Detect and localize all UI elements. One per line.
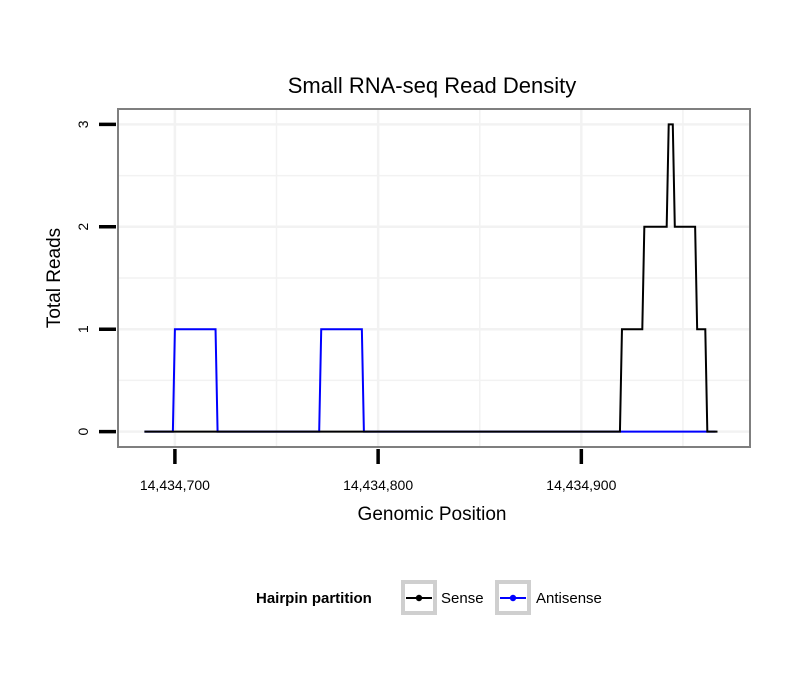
legend-label-antisense: Antisense <box>536 590 602 607</box>
x-axis: 14,434,700 14,434,800 14,434,900 <box>140 449 617 493</box>
x-axis-label: Genomic Position <box>358 504 507 525</box>
legend: Hairpin partition Sense Antisense <box>256 580 602 615</box>
legend-label-sense: Sense <box>441 590 484 607</box>
legend-marker-antisense <box>509 594 517 602</box>
legend-title: Hairpin partition <box>256 590 372 607</box>
plot-border <box>117 108 751 448</box>
chart-title: Small RNA-seq Read Density <box>288 73 577 98</box>
y-axis: 0 1 2 3 <box>75 120 116 436</box>
x-tick-label: 14,434,700 <box>140 477 210 493</box>
x-tick-label: 14,434,900 <box>546 477 616 493</box>
series-line-sense <box>144 123 718 433</box>
series-lines <box>144 123 718 433</box>
legend-marker-sense <box>415 594 423 602</box>
y-tick-label: 3 <box>75 120 91 128</box>
x-tick-label: 14,434,800 <box>343 477 413 493</box>
y-tick-label: 0 <box>75 428 91 436</box>
y-tick-label: 2 <box>75 223 91 231</box>
y-tick-label: 1 <box>75 325 91 333</box>
y-axis-label: Total Reads <box>44 228 65 328</box>
